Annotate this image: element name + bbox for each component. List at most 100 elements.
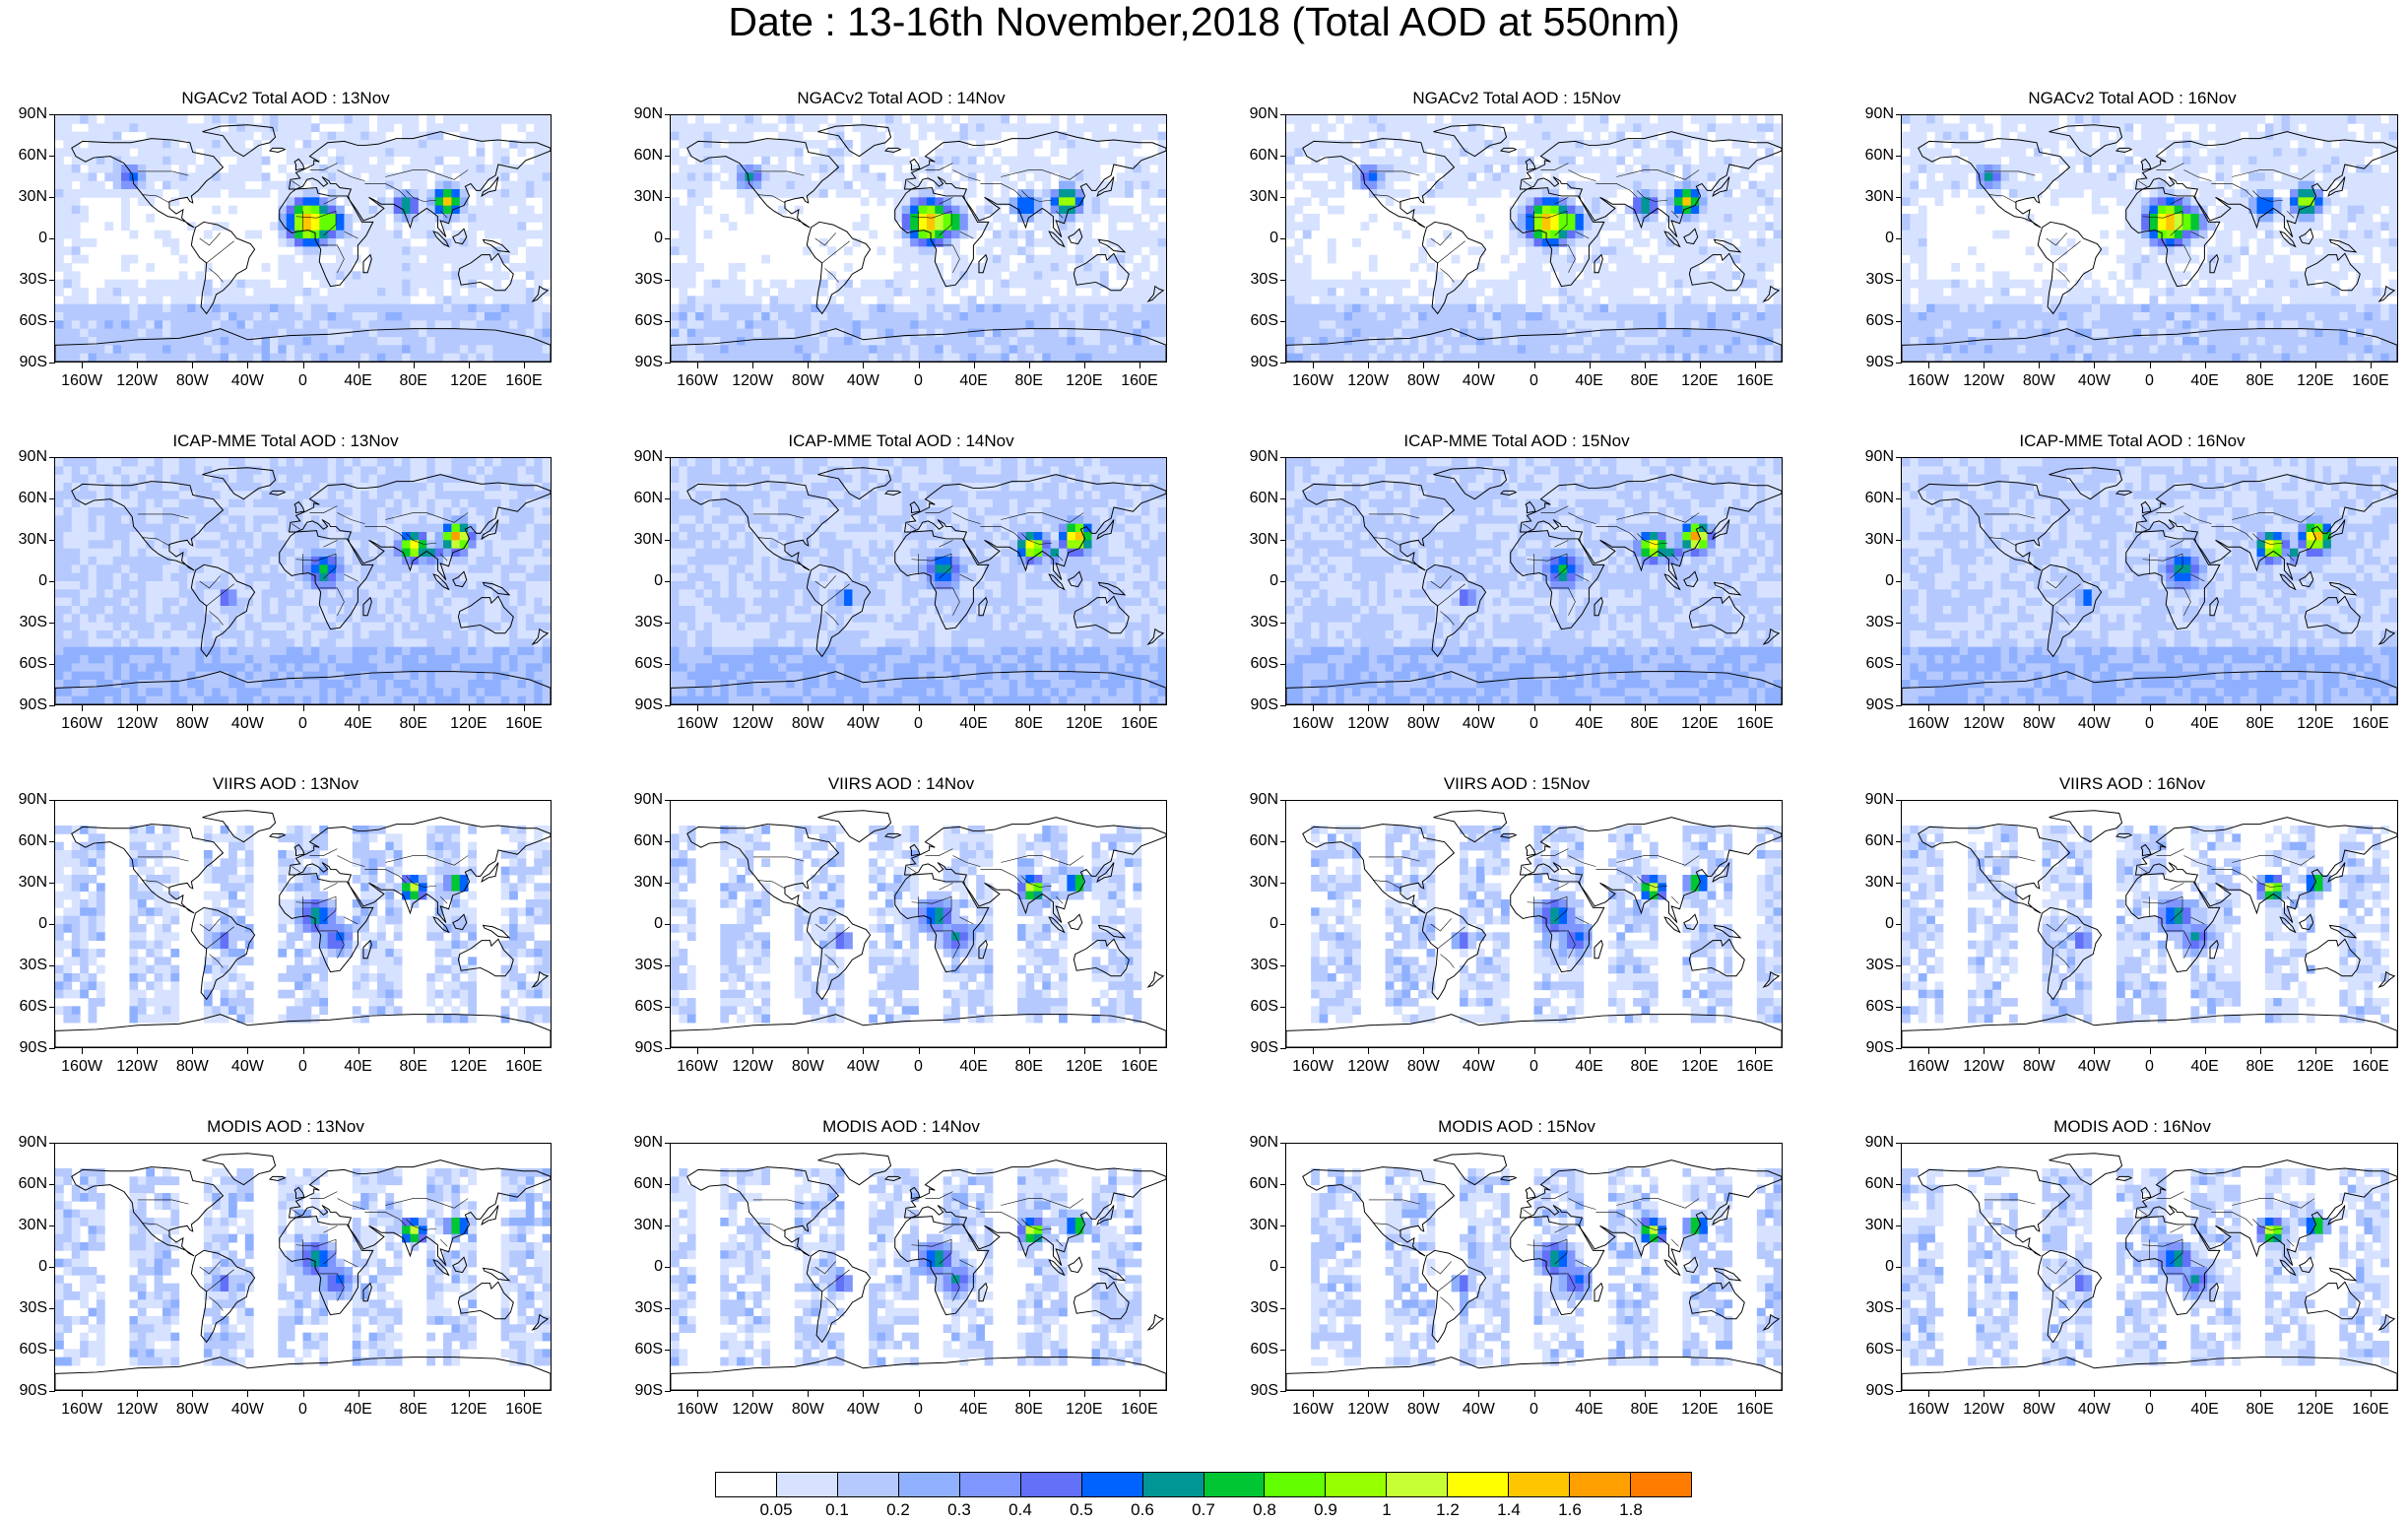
aod-cell <box>2132 205 2142 215</box>
aod-cell <box>352 288 361 297</box>
aod-cell <box>146 197 156 207</box>
aod-cell <box>1592 140 1600 149</box>
aod-cell <box>2157 115 2167 124</box>
aod-cell <box>2322 165 2332 173</box>
aod-cell <box>1149 238 1159 247</box>
aod-cell <box>1756 303 1766 313</box>
aod-cell <box>426 279 436 289</box>
aod-cell <box>752 148 762 158</box>
aod-cell <box>2108 115 2117 124</box>
aod-cell <box>1327 156 1336 166</box>
aod-cell <box>1091 131 1101 141</box>
aod-cell <box>162 140 171 149</box>
aod-cell <box>1418 123 1427 133</box>
aod-cell <box>1083 172 1092 182</box>
aod-cell <box>1377 337 1387 346</box>
aod-cell <box>129 337 139 346</box>
aod-cell <box>827 353 837 362</box>
aod-cell <box>720 131 730 141</box>
aod-cell <box>901 312 911 321</box>
aod-cell <box>55 337 64 346</box>
aod-cell <box>63 172 73 182</box>
aod-cell <box>943 205 952 215</box>
aod-cell <box>2008 148 2018 158</box>
aod-cell <box>418 328 427 338</box>
aod-cell <box>984 353 994 362</box>
aod-cell <box>1724 288 1733 297</box>
aod-cell <box>1541 115 1551 124</box>
aod-cell <box>852 312 862 321</box>
aod-cell <box>104 222 114 232</box>
aod-cell <box>1748 353 1758 362</box>
aod-cell <box>1509 205 1519 215</box>
aod-cell <box>976 288 985 297</box>
aod-cell <box>959 165 969 173</box>
aod-cell <box>1108 230 1118 239</box>
aod-cell <box>1658 320 1667 330</box>
aod-cell <box>418 156 427 166</box>
aod-cell <box>1343 279 1353 289</box>
aod-cell <box>703 328 713 338</box>
aod-cell <box>55 353 64 362</box>
aod-cell <box>2115 230 2125 239</box>
aod-cell <box>203 303 213 313</box>
aod-cell <box>500 337 510 346</box>
aod-cell <box>1083 165 1092 173</box>
aod-cell <box>96 345 105 355</box>
aod-cell <box>803 345 812 355</box>
aod-cell <box>976 123 985 133</box>
aod-cell <box>1682 156 1692 166</box>
aod-cell <box>695 197 704 207</box>
aod-cell <box>1682 328 1692 338</box>
lon-tick-label: 120W <box>116 372 159 389</box>
aod-cell <box>1294 165 1304 173</box>
aod-cell <box>1409 353 1419 362</box>
aod-cell <box>2050 172 2059 182</box>
aod-cell <box>63 320 73 330</box>
aod-cell <box>1157 156 1166 166</box>
aod-cell <box>1067 148 1076 158</box>
lon-tick <box>1533 363 1535 368</box>
aod-cell <box>1658 345 1667 355</box>
aod-cell <box>1492 345 1502 355</box>
aod-cell <box>1533 271 1543 281</box>
aod-cell <box>835 337 845 346</box>
aod-cell <box>1001 263 1010 272</box>
aod-cell <box>393 140 403 149</box>
aod-cell <box>310 238 320 247</box>
aod-cell <box>534 230 544 239</box>
figure-title: Date : 13-16th November,2018 (Total AOD … <box>728 0 1680 44</box>
aod-cell <box>484 337 493 346</box>
aod-cell <box>1083 189 1092 198</box>
aod-cell <box>2314 165 2323 173</box>
aod-cell <box>1025 205 1035 215</box>
aod-cell <box>752 296 762 305</box>
aod-cell <box>860 156 870 166</box>
aod-cell <box>1509 337 1519 346</box>
aod-cell <box>1067 271 1076 281</box>
aod-cell <box>1690 131 1700 141</box>
aod-cell <box>1575 131 1585 141</box>
aod-cell <box>1286 148 1295 158</box>
aod-cell <box>686 254 696 264</box>
aod-cell <box>1934 189 1944 198</box>
aod-cell <box>1360 172 1370 182</box>
aod-cell <box>984 328 994 338</box>
aod-cell <box>1724 197 1733 207</box>
aod-cell <box>1624 328 1634 338</box>
aod-cell <box>711 123 721 133</box>
aod-cell <box>1009 180 1018 190</box>
aod-cell <box>294 288 303 297</box>
aod-cell <box>1707 288 1717 297</box>
aod-cell <box>671 172 680 182</box>
country-border <box>959 231 974 239</box>
aod-cell <box>336 156 345 166</box>
aod-cell <box>302 303 312 313</box>
aod-cell <box>294 312 303 321</box>
aod-cell <box>509 165 518 173</box>
aod-cell <box>542 115 551 124</box>
aod-cell <box>509 353 518 362</box>
aod-cell <box>1327 140 1336 149</box>
aod-cell <box>2066 165 2076 173</box>
aod-cell <box>112 131 122 141</box>
